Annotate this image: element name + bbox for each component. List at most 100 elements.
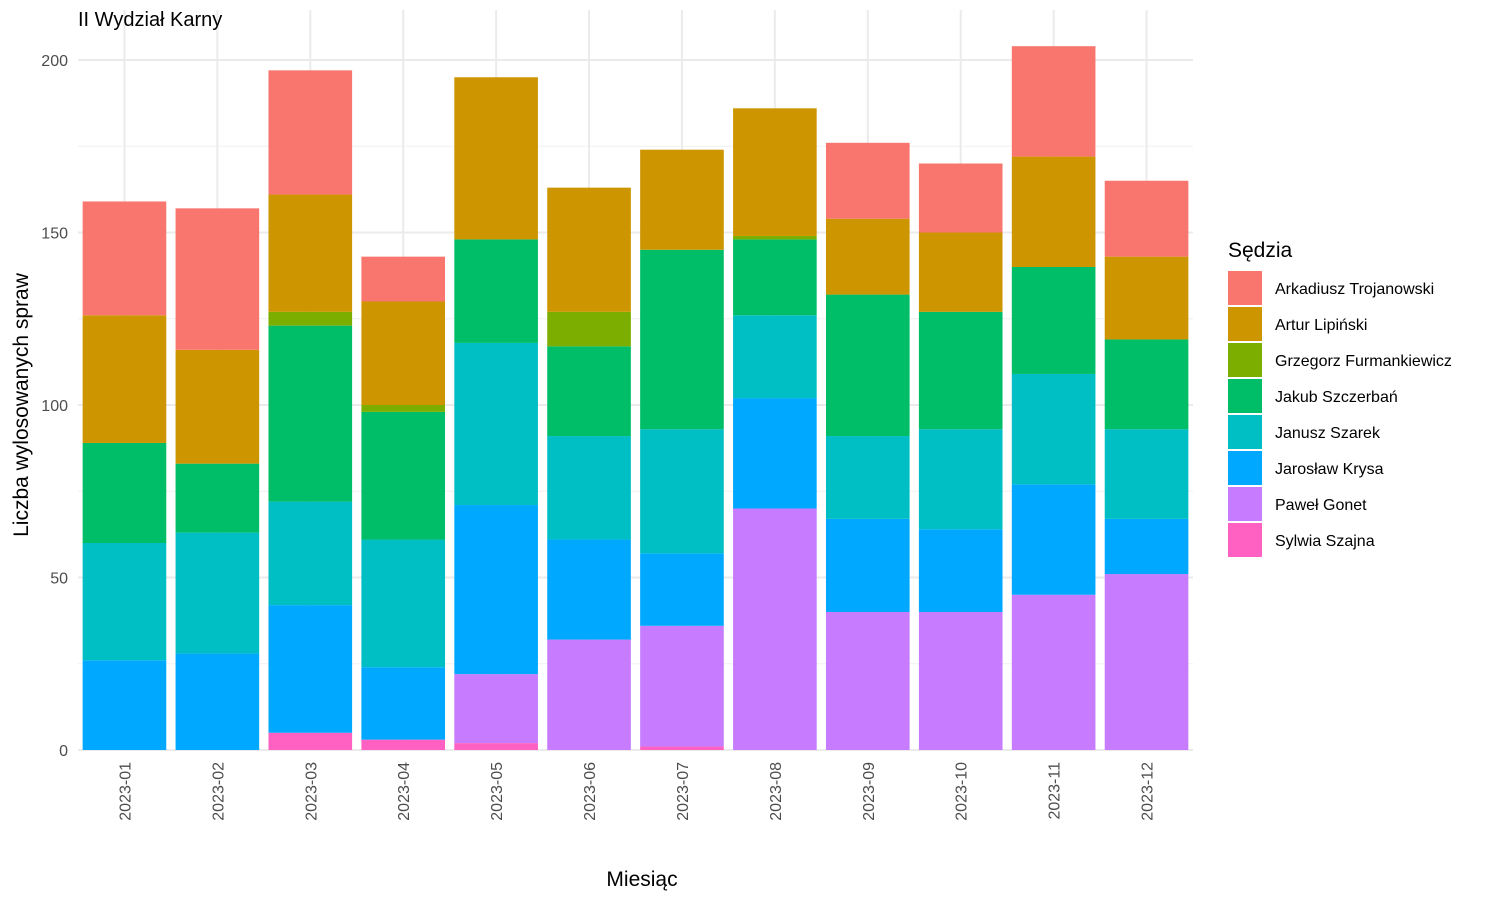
- bar-segment: [547, 639, 631, 750]
- y-tick-label: 150: [41, 226, 68, 243]
- bar-segment: [361, 539, 446, 668]
- legend-title: Sędzia: [1228, 239, 1293, 262]
- y-axis-title: Liczba wylosowanych spraw: [10, 272, 33, 537]
- legend-swatch: [1228, 307, 1262, 341]
- legend-swatch: [1228, 415, 1262, 449]
- legend-label: Artur Lipiński: [1275, 317, 1367, 334]
- bar-segment: [82, 660, 167, 750]
- bar-segment: [733, 398, 817, 509]
- bar-segment: [268, 501, 353, 606]
- legend-swatch: [1228, 451, 1262, 485]
- bar-segment: [82, 442, 167, 543]
- bar-segment: [268, 70, 353, 195]
- bars: [82, 46, 1189, 750]
- bar-segment: [1011, 267, 1096, 374]
- bar-segment: [268, 732, 353, 750]
- bar-segment: [1104, 256, 1189, 340]
- legend-label: Jarosław Krysa: [1275, 461, 1384, 478]
- x-tick-label: 2023-01: [117, 762, 134, 821]
- legend-swatch: [1228, 343, 1262, 377]
- x-tick-label: 2023-08: [768, 762, 785, 821]
- bar-segment: [825, 294, 910, 437]
- legend-label: Paweł Gonet: [1275, 497, 1367, 514]
- bar-segment: [918, 311, 1003, 430]
- bar-segment: [547, 539, 631, 640]
- bar-segment: [547, 311, 631, 347]
- bar-segment: [361, 667, 446, 740]
- y-tick-label: 100: [41, 398, 68, 415]
- bar-segment: [640, 249, 724, 430]
- legend-swatch: [1228, 523, 1262, 557]
- bar-segment: [361, 405, 446, 412]
- bar-segment: [733, 235, 817, 240]
- x-tick-label: 2023-09: [861, 762, 878, 821]
- bar-segment: [175, 532, 260, 654]
- x-tick-label: 2023-12: [1140, 762, 1157, 821]
- bar-segment: [918, 429, 1003, 530]
- bar-segment: [175, 208, 260, 350]
- legend-label: Janusz Szarek: [1275, 425, 1381, 442]
- bar-segment: [82, 201, 167, 316]
- bar-segment: [640, 429, 724, 554]
- bar-segment: [1011, 594, 1096, 750]
- bar-segment: [1104, 518, 1189, 575]
- bar-segment: [175, 349, 260, 464]
- bar-segment: [454, 239, 538, 343]
- x-tick-label: 2023-05: [489, 762, 506, 821]
- bar-segment: [825, 518, 910, 612]
- bar-segment: [1011, 373, 1096, 485]
- legend-label: Grzegorz Furmankiewicz: [1275, 353, 1452, 370]
- bar-segment: [1104, 574, 1189, 750]
- bar-segment: [268, 325, 353, 502]
- bar-segment: [733, 508, 817, 750]
- bar-segment: [454, 342, 538, 506]
- bar-segment: [454, 505, 538, 675]
- bar-segment: [640, 553, 724, 626]
- bar-segment: [640, 625, 724, 747]
- bar-segment: [361, 411, 446, 540]
- bar-segment: [1104, 180, 1189, 257]
- x-tick-label: 2023-07: [675, 762, 692, 821]
- bar-segment: [268, 194, 353, 312]
- bar-segment: [825, 436, 910, 519]
- legend: Sędzia Arkadiusz Trojanowski Artur Lipińs…: [1228, 239, 1452, 557]
- legend-label: Sylwia Szajna: [1275, 533, 1375, 550]
- chart-title: II Wydział Karny: [78, 9, 222, 31]
- x-tick-label: 2023-03: [303, 762, 320, 821]
- bar-segment: [454, 77, 538, 240]
- legend-swatch: [1228, 379, 1262, 413]
- bar-segment: [1011, 484, 1096, 595]
- bar-segment: [918, 529, 1003, 612]
- legend-label: Arkadiusz Trojanowski: [1275, 281, 1434, 298]
- bar-segment: [361, 256, 446, 302]
- bar-segment: [547, 436, 631, 540]
- bar-segment: [547, 346, 631, 437]
- bar-segment: [825, 612, 910, 750]
- bar-segment: [918, 232, 1003, 312]
- bar-segment: [1011, 46, 1096, 157]
- x-axis-ticks: 2023-01 2023-02 2023-03 2023-04 2023-05 2023-…: [117, 762, 1156, 821]
- bar-segment: [1104, 429, 1189, 519]
- bar-segment: [640, 149, 724, 250]
- y-tick-label: 200: [41, 53, 68, 70]
- bar-segment: [1104, 339, 1189, 430]
- bar-segment: [547, 187, 631, 312]
- bar-segment: [175, 653, 260, 750]
- bar-segment: [825, 218, 910, 295]
- bar-segment: [361, 301, 446, 405]
- y-tick-label: 0: [59, 743, 68, 760]
- bar-segment: [454, 743, 538, 750]
- bar-segment: [918, 612, 1003, 750]
- bar-segment: [82, 315, 167, 443]
- bar-segment: [918, 163, 1003, 233]
- x-tick-label: 2023-04: [396, 762, 413, 821]
- bar-segment: [268, 311, 353, 326]
- x-axis-title: Miesiąc: [606, 868, 677, 891]
- bar-segment: [733, 315, 817, 399]
- bar-segment: [733, 239, 817, 316]
- bar-segment: [825, 142, 910, 219]
- y-tick-label: 50: [50, 571, 68, 588]
- bar-segment: [82, 543, 167, 661]
- bar-segment: [640, 746, 724, 750]
